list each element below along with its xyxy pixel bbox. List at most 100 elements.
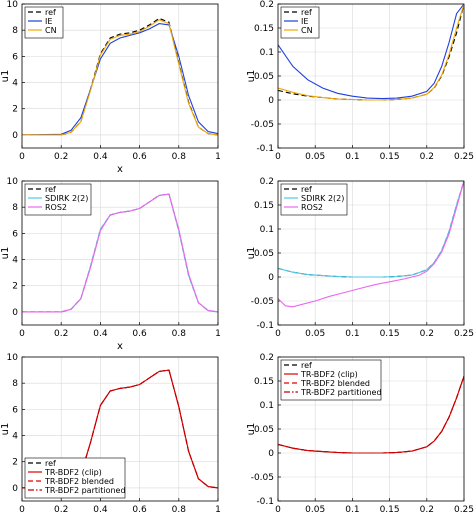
legend-label: TR-BDF2 blended <box>44 477 114 486</box>
y-tick-label: 0.15 <box>254 24 274 34</box>
y-tick-label: 0.1 <box>260 48 274 58</box>
y-tick-label: 2 <box>12 105 18 115</box>
y-tick-label: 0 <box>12 131 18 141</box>
x-tick-label: 1 <box>215 152 221 162</box>
x-tick-label: 0 <box>275 329 281 339</box>
y-tick-label: 4 <box>12 432 18 442</box>
legend-label: CN <box>45 26 57 35</box>
x-tick-label: 0.1 <box>345 505 359 515</box>
x-tick-label: 0.2 <box>420 505 434 515</box>
series-line-sdirk-2-2- <box>278 181 464 278</box>
series-line-cn <box>278 4 464 101</box>
legend-box <box>24 457 126 499</box>
x-tick-label: 0.8 <box>172 505 187 515</box>
x-tick-label: 0.4 <box>93 152 108 162</box>
legend-label: ref <box>45 459 56 468</box>
y-tick-label: 6 <box>12 229 18 239</box>
panel-6: 0 0.05 0.1 0.15 0.2 0.25 -0.1 -0.05 0 0.05 0.1 0.15… <box>246 353 474 515</box>
y-tick-label: 10 <box>7 0 19 10</box>
y-tick-label: -0.05 <box>251 120 274 130</box>
panel-5: 00.20.40.60.810246810xu1refTR-BDF2 (clip… <box>0 353 221 515</box>
y-tick-label: 4 <box>12 256 18 266</box>
x-tick-label: 0.8 <box>172 329 187 339</box>
x-tick-label: 0 <box>19 505 25 515</box>
y-tick-label: 4 <box>12 79 18 89</box>
series-line-ros2 <box>278 181 464 308</box>
y-tick-label: 10 <box>7 177 19 187</box>
x-tick-label: 0.1 <box>345 329 359 339</box>
x-tick-label: 0 <box>275 505 281 515</box>
legend-label: ref <box>301 185 312 194</box>
x-tick-label: 0 <box>275 152 281 162</box>
panel-2: 0 0.05 0.1 0.15 0.2 0.25 -0.1 -0.05 0 0.05 0.1 0.15… <box>246 0 474 162</box>
series-line-tr-bdf2-partitioned <box>278 376 464 454</box>
axes-frame <box>277 356 465 502</box>
y-tick-label: 0 <box>268 96 274 106</box>
legend-label: SDIRK 2(2) <box>45 194 88 203</box>
y-tick-label: 0.2 <box>260 177 274 187</box>
legend-label: TR-BDF2 partitioned <box>300 388 382 397</box>
legend-label: IE <box>45 17 52 26</box>
axes-frame <box>277 3 465 149</box>
y-tick-label: 0.05 <box>254 72 274 82</box>
y-tick-label: 0.1 <box>260 401 274 411</box>
x-axis-label: x <box>117 164 123 175</box>
x-tick-label: 0.05 <box>305 152 325 162</box>
y-axis-label: u1 <box>246 247 257 260</box>
y-tick-label: -0.1 <box>256 321 274 331</box>
legend-label: CN <box>301 26 313 35</box>
y-tick-label: 8 <box>12 379 18 389</box>
y-axis-label: u1 <box>246 423 257 436</box>
series-line-ref <box>22 17 218 136</box>
x-tick-label: 0.05 <box>305 505 325 515</box>
y-axis-label: u1 <box>0 247 11 260</box>
x-tick-label: 0 <box>19 329 25 339</box>
series-line-ie <box>22 23 218 136</box>
x-tick-label: 0.6 <box>132 505 147 515</box>
axes-frame <box>21 3 219 149</box>
legend-label: IE <box>301 17 308 26</box>
y-tick-label: -0.05 <box>251 297 274 307</box>
legend-label: TR-BDF2 (clip) <box>44 468 102 477</box>
legend-label: ROS2 <box>301 203 323 212</box>
legend-label: ROS2 <box>45 203 67 212</box>
x-tick-label: 0.25 <box>454 329 474 339</box>
x-tick-label: 0.4 <box>93 505 108 515</box>
y-tick-label: 0 <box>12 484 18 494</box>
y-tick-label: 10 <box>7 353 19 363</box>
legend-label: TR-BDF2 partitioned <box>44 486 126 495</box>
legend-label: ref <box>301 8 312 17</box>
x-axis-label: x <box>117 341 123 352</box>
x-tick-label: 1 <box>215 505 221 515</box>
series-line-cn <box>22 19 218 136</box>
x-tick-label: 0.8 <box>172 152 187 162</box>
y-tick-label: 0 <box>12 308 18 318</box>
legend-label: SDIRK 2(2) <box>301 194 344 203</box>
x-tick-label: 0.2 <box>420 152 434 162</box>
x-tick-label: 0.25 <box>454 505 474 515</box>
y-tick-label: -0.05 <box>251 473 274 483</box>
y-tick-label: -0.1 <box>256 144 274 154</box>
y-tick-label: 6 <box>12 405 18 415</box>
legend-label: TR-BDF2 (clip) <box>300 370 358 379</box>
x-tick-label: 0.6 <box>132 329 147 339</box>
x-tick-label: 0.15 <box>380 505 400 515</box>
x-tick-label: 0.2 <box>54 152 68 162</box>
y-tick-label: 0 <box>268 273 274 283</box>
x-tick-label: 0.1 <box>345 152 359 162</box>
y-tick-label: 0.2 <box>260 0 274 10</box>
x-tick-label: 0.6 <box>132 152 147 162</box>
series-line-ie <box>278 4 464 100</box>
y-tick-label: 0.05 <box>254 249 274 259</box>
y-axis-label: u1 <box>0 70 11 83</box>
x-tick-label: 0.25 <box>454 152 474 162</box>
axes-frame <box>21 356 219 502</box>
y-tick-label: 0 <box>268 449 274 459</box>
y-tick-label: 0.2 <box>260 353 274 363</box>
